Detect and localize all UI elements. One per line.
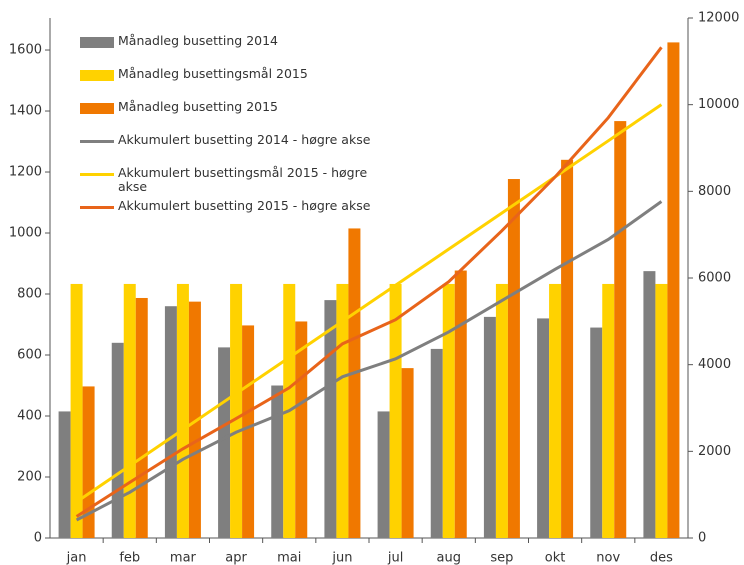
bar xyxy=(537,318,550,538)
legend-label: Månadleg busetting 2014 xyxy=(118,33,279,48)
bar xyxy=(643,271,656,538)
line xyxy=(75,46,663,518)
bar xyxy=(430,348,443,538)
y-tick-label: 600 xyxy=(17,348,42,363)
x-tick-label: nov xyxy=(596,551,620,565)
bar xyxy=(324,300,337,538)
bar xyxy=(218,347,231,538)
bar xyxy=(135,297,148,538)
legend-item: Månadleg busetting 2015 xyxy=(80,100,378,133)
y-tick-label: 400 xyxy=(17,409,42,424)
bar xyxy=(70,283,83,538)
y2-tick-label: 0 xyxy=(698,531,706,546)
x-tick-label: jan xyxy=(66,551,87,565)
bar xyxy=(348,228,361,538)
legend-item: Månadleg busetting 2014 xyxy=(80,34,378,67)
legend-swatch xyxy=(80,173,114,176)
legend-swatch xyxy=(80,37,114,48)
y-tick-label: 1200 xyxy=(9,165,42,180)
bar xyxy=(454,270,467,538)
bar xyxy=(176,283,189,538)
bar xyxy=(389,283,402,538)
bar xyxy=(561,159,574,538)
legend: Månadleg busetting 2014 Månadleg busettin… xyxy=(80,34,378,232)
bar xyxy=(602,283,615,538)
bar xyxy=(164,306,177,538)
y-tick-label: 800 xyxy=(17,287,42,302)
legend-item: Akkumulert busetting 2015 - høgre akse xyxy=(80,199,378,232)
legend-swatch xyxy=(80,140,114,143)
legend-label: Månadleg busetting 2015 xyxy=(118,99,279,114)
bar xyxy=(549,283,562,538)
y2-tick-label: 2000 xyxy=(698,444,731,459)
bar xyxy=(614,121,627,538)
x-tick-label: aug xyxy=(437,551,461,565)
bar xyxy=(507,179,520,538)
bar xyxy=(111,342,124,538)
line xyxy=(75,200,663,522)
legend-label: Månadleg busettingsmål 2015 xyxy=(118,66,308,81)
y2-tick-label: 12000 xyxy=(698,11,739,26)
y-tick-label: 200 xyxy=(17,470,42,485)
bar xyxy=(82,386,95,538)
legend-label: Akkumulert busettingsmål 2015 - høgre ak… xyxy=(118,165,368,194)
bar xyxy=(230,283,243,538)
x-tick-label: sep xyxy=(490,551,513,565)
x-tick-label: apr xyxy=(225,551,247,565)
bar xyxy=(442,283,455,538)
bar xyxy=(377,411,390,538)
x-tick-label: mai xyxy=(277,551,301,565)
y2-tick-label: 4000 xyxy=(698,357,731,372)
bar xyxy=(58,411,71,538)
bar xyxy=(271,385,284,538)
legend-item: Månadleg busettingsmål 2015 xyxy=(80,67,378,100)
bar xyxy=(401,368,414,538)
y-tick-label: 0 xyxy=(34,531,42,546)
legend-swatch xyxy=(80,70,114,81)
bar xyxy=(667,42,680,538)
legend-swatch xyxy=(80,206,114,209)
line xyxy=(75,103,663,504)
y2-tick-label: 8000 xyxy=(698,184,731,199)
legend-label: Akkumulert busetting 2015 - høgre akse xyxy=(118,198,371,213)
y-tick-label: 1000 xyxy=(9,226,42,241)
legend-item: Akkumulert busettingsmål 2015 - høgre ak… xyxy=(80,166,378,199)
x-tick-label: okt xyxy=(545,551,566,565)
x-tick-label: des xyxy=(650,551,673,565)
bar xyxy=(242,325,255,538)
x-tick-label: feb xyxy=(119,551,140,565)
bar xyxy=(495,283,508,538)
legend-swatch xyxy=(80,103,114,114)
bar xyxy=(590,327,603,538)
x-tick-label: mar xyxy=(170,551,197,565)
y2-tick-label: 6000 xyxy=(698,271,731,286)
bar xyxy=(123,283,136,538)
x-tick-label: jul xyxy=(387,551,403,565)
legend-label: Akkumulert busetting 2014 - høgre akse xyxy=(118,132,371,147)
y-tick-label: 1600 xyxy=(9,43,42,58)
bar xyxy=(483,316,496,538)
y2-tick-label: 10000 xyxy=(698,97,739,112)
y-tick-label: 1400 xyxy=(9,104,42,119)
x-tick-label: jun xyxy=(331,551,352,565)
legend-item: Akkumulert busetting 2014 - høgre akse xyxy=(80,133,378,166)
bar xyxy=(655,283,668,538)
